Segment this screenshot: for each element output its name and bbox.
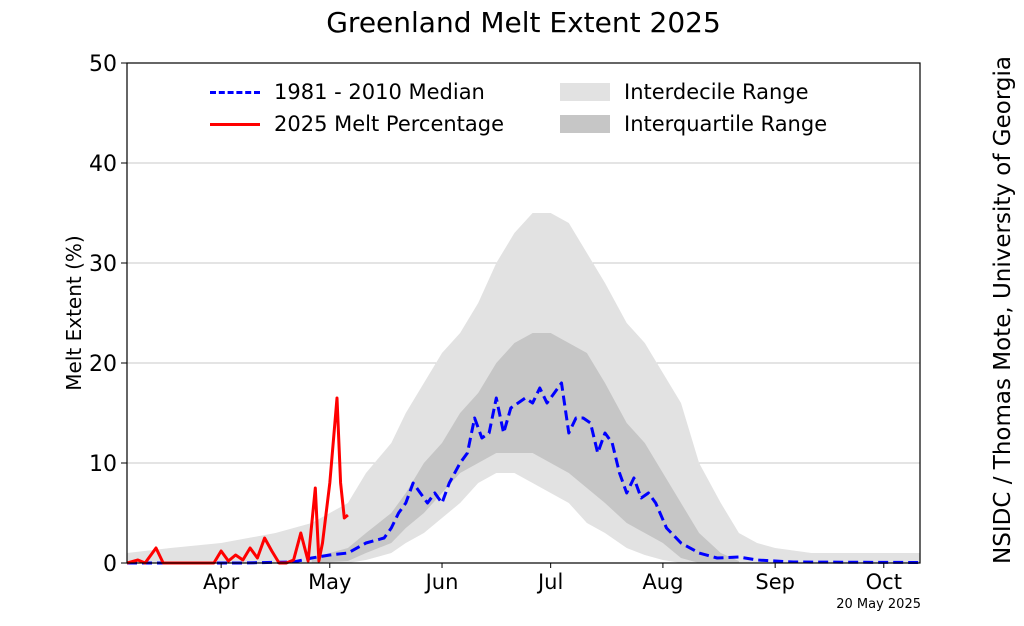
x-tick-label: Jun: [424, 570, 459, 594]
plot-frame: [126, 62, 921, 564]
legend-swatch-current: [210, 122, 260, 126]
legend-swatch-interdecile: [560, 83, 610, 101]
credit-text: NSIDC / Thomas Mote, University of Georg…: [990, 56, 1016, 564]
y-tick-label: 20: [89, 352, 117, 377]
legend-item-interquartile: Interquartile Range: [560, 112, 827, 136]
x-tick-label: Apr: [203, 570, 240, 594]
legend-swatch-median: [210, 90, 260, 94]
legend-item-median: 1981 - 2010 Median: [210, 80, 485, 104]
y-tick-label: 10: [89, 452, 117, 477]
axes: 0 10 20 30 40 50 Apr May Jun Jul Aug Sep Oct: [89, 52, 921, 594]
legend-item-interdecile: Interdecile Range: [560, 80, 809, 104]
legend-label-median: 1981 - 2010 Median: [274, 80, 485, 104]
legend-swatch-interquartile: [560, 115, 610, 133]
range-bands: [127, 213, 920, 563]
x-tick-label: Aug: [642, 570, 683, 594]
y-tick-label: 0: [103, 552, 117, 577]
legend-label-current: 2025 Melt Percentage: [274, 112, 505, 136]
x-tick-label: May: [308, 570, 351, 594]
y-tick-label: 30: [89, 252, 117, 277]
y-tick-label: 50: [89, 52, 117, 77]
chart-title: Greenland Melt Extent 2025: [326, 6, 721, 39]
legend-label-interdecile: Interdecile Range: [624, 80, 809, 104]
x-tick-label: Jul: [536, 570, 563, 594]
date-stamp: 20 May 2025: [836, 597, 921, 612]
y-tick-label: 40: [89, 152, 117, 177]
legend-item-current: 2025 Melt Percentage: [210, 112, 504, 136]
legend-label-interquartile: Interquartile Range: [624, 112, 828, 136]
x-tick-label: Oct: [866, 570, 902, 594]
x-tick-label: Sep: [755, 570, 795, 594]
band-interquartile-range: [311, 333, 739, 563]
y-axis-label: Melt Extent (%): [62, 235, 86, 391]
